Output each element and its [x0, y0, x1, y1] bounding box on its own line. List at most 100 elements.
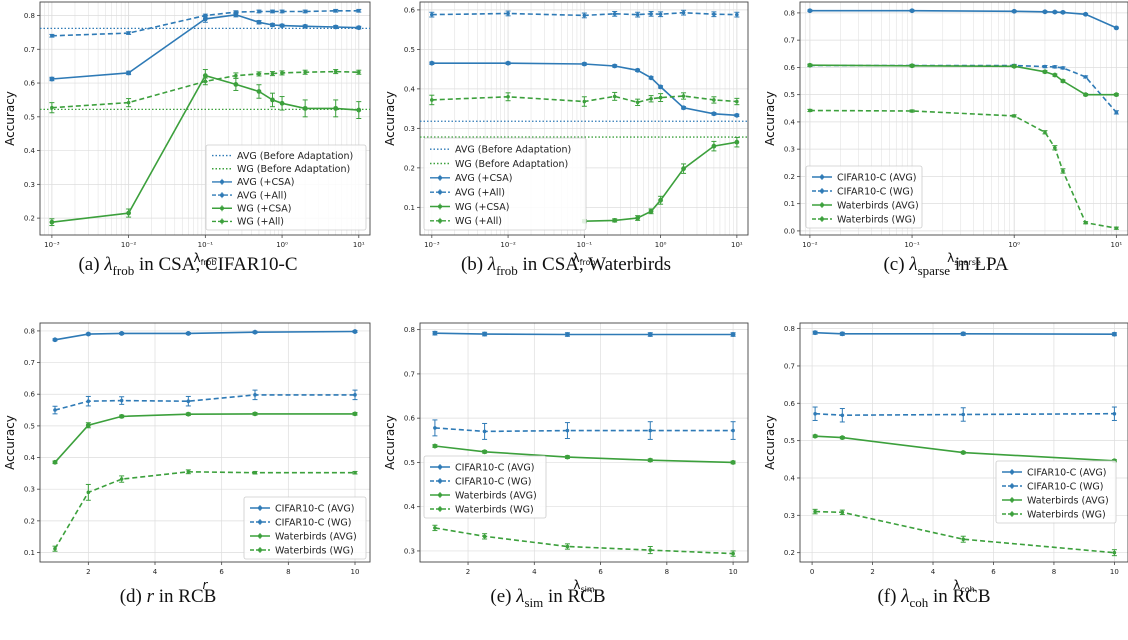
data-point — [647, 332, 653, 337]
x-tick-label: 10⁻³ — [424, 241, 440, 249]
data-point — [1052, 72, 1058, 78]
data-point — [333, 8, 338, 13]
y-tick-label: 0.3 — [24, 486, 35, 494]
series-line — [815, 510, 1115, 554]
plot-frame — [39, 322, 371, 563]
series-line — [815, 435, 1115, 462]
series — [49, 69, 362, 114]
x-tick-label: 6 — [219, 568, 224, 576]
y-tick-label: 0.1 — [784, 200, 795, 208]
plot-area — [812, 330, 1117, 557]
data-point — [813, 411, 817, 416]
data-point — [1011, 63, 1017, 69]
data-point — [730, 332, 736, 337]
legend-entry: WG (Before Adaptation) — [430, 159, 568, 170]
plot-frame — [419, 322, 749, 563]
series — [432, 524, 736, 557]
data-point — [635, 100, 640, 105]
legend-entry: AVG (+CSA) — [430, 173, 512, 184]
series-line — [809, 109, 1117, 229]
data-point — [658, 197, 663, 203]
legend-label: CIFAR10-C (AVG) — [455, 462, 534, 473]
y-axis-label: Accuracy — [3, 415, 17, 470]
legend-label: AVG (+CSA) — [455, 173, 512, 184]
series-line — [54, 470, 355, 550]
legend-entry: Waterbirds (AVG) — [1002, 495, 1109, 506]
x-tick-label: 10 — [351, 568, 360, 576]
data-point — [252, 411, 258, 417]
y-tick-label: 0.4 — [24, 147, 36, 155]
data-point — [1083, 220, 1088, 225]
series — [812, 406, 1117, 423]
data-point — [186, 469, 191, 474]
data-point — [333, 24, 339, 30]
data-point — [840, 413, 845, 418]
data-point — [119, 331, 125, 336]
data-point — [734, 112, 740, 118]
data-point — [635, 12, 640, 17]
data-point — [430, 98, 434, 102]
data-point — [1061, 169, 1065, 173]
legend-entry: WG (+CSA) — [430, 202, 510, 213]
data-point — [270, 9, 275, 14]
series-line — [584, 141, 738, 222]
legend-label: CIFAR10-C (AVG) — [275, 503, 354, 514]
data-point — [711, 111, 717, 117]
x-tick-label: 8 — [286, 568, 290, 576]
legend-entry: Waterbirds (AVG) — [430, 490, 537, 501]
data-point — [909, 8, 915, 14]
series — [429, 91, 740, 107]
data-point — [279, 23, 285, 29]
legend-entry: AVG (Before Adaptation) — [212, 151, 353, 162]
legend-marker — [1010, 484, 1014, 488]
y-tick-label: 0.0 — [784, 227, 795, 235]
data-point — [429, 60, 435, 66]
caption-6: (f) λcoh in RCB — [877, 586, 991, 610]
legend-label: WG (Before Adaptation) — [455, 159, 568, 170]
data-point — [302, 23, 308, 29]
x-tick-label: 0 — [810, 568, 814, 576]
data-point — [1052, 9, 1058, 15]
legend-marker — [1010, 470, 1014, 474]
data-point — [506, 94, 510, 99]
series-line — [54, 413, 355, 463]
series — [807, 63, 1119, 115]
legend-box — [995, 460, 1117, 524]
data-point — [234, 10, 238, 14]
legend-marker — [258, 534, 262, 538]
x-tick-label: 10⁻² — [802, 241, 818, 249]
y-tick-label: 0.5 — [784, 437, 795, 445]
series-line — [51, 70, 359, 109]
y-tick-label: 0.7 — [24, 359, 35, 367]
data-point — [910, 109, 914, 113]
series-line — [434, 332, 734, 336]
plot-area — [807, 8, 1119, 230]
legend-entry: Waterbirds (AVG) — [812, 200, 919, 211]
data-point — [280, 71, 284, 75]
data-point — [253, 393, 257, 397]
x-axis-label: λfrob — [193, 251, 216, 267]
caption-2: (b) λfrob in CSA, Waterbirds — [460, 254, 672, 278]
data-point — [53, 408, 57, 412]
legend-entry: AVG (+CSA) — [212, 177, 294, 188]
data-point — [565, 332, 570, 337]
legend-marker — [820, 217, 824, 221]
legend-entry: WG (+All) — [430, 216, 502, 227]
legend-label: Waterbirds (WG) — [1027, 509, 1106, 520]
data-point — [807, 62, 813, 68]
x-tick-label: 10⁻¹ — [198, 241, 214, 249]
data-point — [1114, 226, 1119, 230]
caption-4: (d) r in RCB — [119, 586, 217, 607]
y-tick-label: 0.5 — [24, 422, 35, 430]
data-point — [119, 477, 124, 481]
legend-marker — [220, 179, 224, 184]
data-point — [711, 143, 717, 149]
chart-2: 10⁻³ 10⁻² 10⁻¹ 10⁰ 10¹ 0.1 0.2 0.3 0.4 0.5 0.6 Accu… — [383, 1, 749, 267]
data-point — [961, 412, 966, 417]
data-point — [1053, 65, 1057, 69]
data-point — [839, 331, 845, 337]
series-line — [434, 427, 734, 433]
legend-label: CIFAR10-C (WG) — [1027, 481, 1103, 492]
data-point — [1043, 64, 1047, 69]
data-point — [1112, 411, 1117, 416]
